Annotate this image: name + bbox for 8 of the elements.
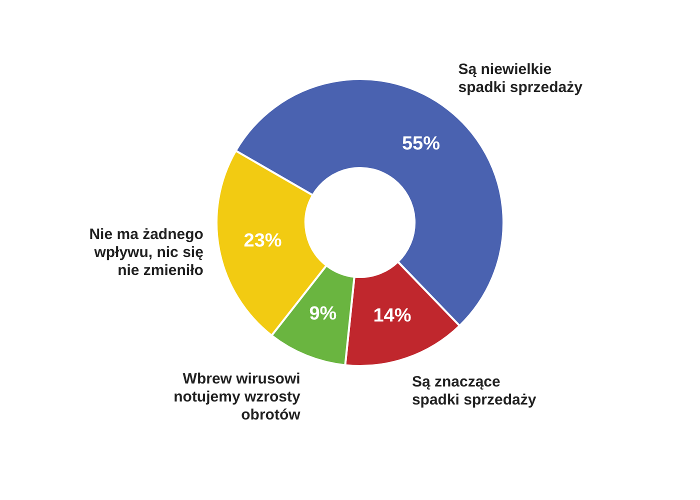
data-label: 9%	[309, 304, 337, 325]
slice-label: Są niewielkie spadki sprzedaży	[458, 60, 584, 96]
data-label: 55%	[402, 134, 440, 155]
slice-label: Są znaczące spadki sprzedaży	[412, 373, 537, 408]
slice-label: Wbrew wirusowi notujemy wzrosty obrotów	[174, 370, 301, 424]
data-label: 23%	[244, 230, 282, 252]
data-label: 14%	[373, 305, 412, 326]
slice-label: Nie ma żadnego wpływu, nic się nie zmieniło	[89, 226, 204, 280]
